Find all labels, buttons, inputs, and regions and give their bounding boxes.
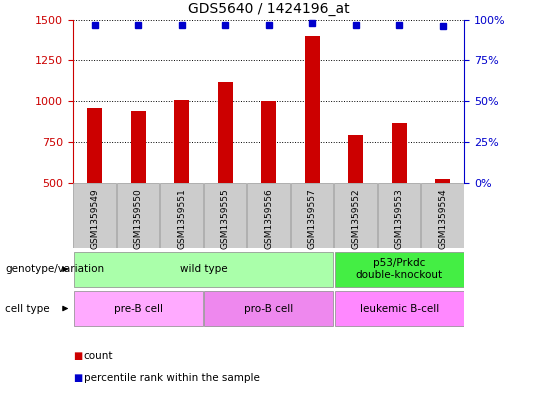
Bar [348, 136, 363, 183]
Text: percentile rank within the sample: percentile rank within the sample [84, 373, 260, 383]
Bar [335, 252, 463, 287]
Bar [204, 183, 246, 248]
Text: leukemic B-cell: leukemic B-cell [360, 303, 439, 314]
Bar [87, 108, 102, 183]
Text: ■: ■ [73, 351, 82, 361]
Text: GSM1359553: GSM1359553 [395, 188, 403, 249]
Bar [131, 111, 146, 183]
Bar [73, 183, 116, 248]
Text: GSM1359552: GSM1359552 [351, 188, 360, 248]
Bar [247, 183, 290, 248]
Bar [117, 183, 159, 248]
Text: genotype/variation: genotype/variation [5, 264, 105, 274]
Bar [435, 180, 450, 183]
Text: GSM1359549: GSM1359549 [90, 188, 99, 248]
Text: GSM1359551: GSM1359551 [177, 188, 186, 249]
Text: cell type: cell type [5, 303, 50, 314]
Text: GSM1359556: GSM1359556 [264, 188, 273, 249]
Bar [392, 123, 407, 183]
Bar [421, 183, 464, 248]
Text: GSM1359555: GSM1359555 [221, 188, 230, 249]
Bar [174, 100, 189, 183]
Bar [334, 183, 377, 248]
Bar [218, 82, 233, 183]
Bar [378, 183, 421, 248]
Bar [305, 36, 320, 183]
Text: GSM1359557: GSM1359557 [308, 188, 316, 249]
Text: pro-B cell: pro-B cell [244, 303, 293, 314]
Text: wild type: wild type [180, 264, 227, 274]
Bar [74, 252, 333, 287]
Text: pre-B cell: pre-B cell [113, 303, 163, 314]
Text: ■: ■ [73, 373, 82, 383]
Title: GDS5640 / 1424196_at: GDS5640 / 1424196_at [188, 2, 349, 16]
Bar [160, 183, 203, 248]
Text: GSM1359554: GSM1359554 [438, 188, 447, 248]
Bar [335, 291, 463, 326]
Text: count: count [84, 351, 113, 361]
Bar [291, 183, 334, 248]
Bar [74, 291, 202, 326]
Bar [261, 101, 276, 183]
Text: GSM1359550: GSM1359550 [134, 188, 143, 249]
Text: p53/Prkdc
double-knockout: p53/Prkdc double-knockout [355, 259, 443, 280]
Bar [204, 291, 333, 326]
